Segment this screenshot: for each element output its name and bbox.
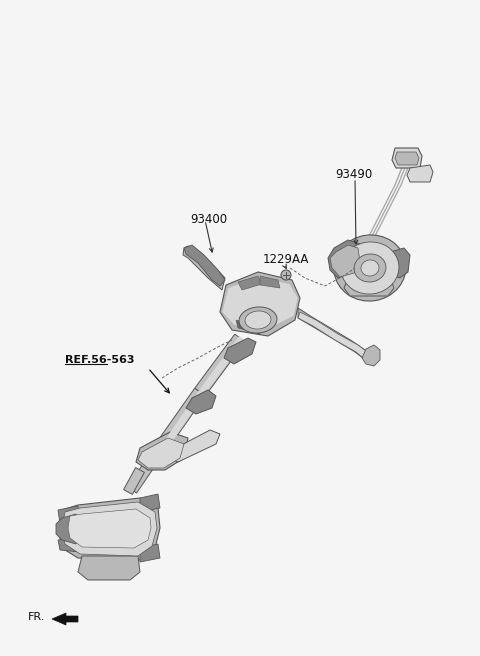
Polygon shape	[183, 246, 225, 290]
Polygon shape	[199, 336, 245, 394]
Polygon shape	[395, 152, 419, 165]
Polygon shape	[298, 308, 372, 362]
Polygon shape	[222, 276, 298, 330]
Polygon shape	[128, 443, 167, 493]
Polygon shape	[58, 506, 80, 524]
Polygon shape	[184, 245, 225, 286]
Circle shape	[281, 270, 291, 280]
Ellipse shape	[239, 307, 277, 333]
Polygon shape	[195, 334, 245, 396]
Polygon shape	[392, 148, 422, 168]
Polygon shape	[328, 240, 362, 278]
Polygon shape	[168, 430, 220, 462]
Polygon shape	[236, 320, 260, 334]
Polygon shape	[238, 276, 262, 290]
Text: FR.: FR.	[28, 612, 46, 622]
Polygon shape	[62, 502, 157, 556]
Polygon shape	[140, 544, 160, 562]
Polygon shape	[52, 613, 78, 625]
Polygon shape	[385, 248, 410, 278]
Ellipse shape	[361, 260, 379, 276]
Polygon shape	[162, 390, 205, 448]
Ellipse shape	[245, 311, 271, 329]
Polygon shape	[136, 432, 188, 470]
Ellipse shape	[334, 235, 406, 301]
Polygon shape	[260, 276, 280, 288]
Polygon shape	[78, 556, 140, 580]
Ellipse shape	[341, 242, 399, 294]
Text: 1229AA: 1229AA	[263, 253, 310, 266]
Polygon shape	[344, 278, 394, 296]
Polygon shape	[220, 272, 300, 336]
Polygon shape	[138, 438, 184, 468]
Polygon shape	[56, 514, 78, 544]
Polygon shape	[140, 494, 160, 512]
Text: REF.56-563: REF.56-563	[65, 355, 134, 365]
Text: 93490: 93490	[335, 168, 372, 181]
Polygon shape	[124, 468, 144, 495]
Text: 93400: 93400	[190, 213, 227, 226]
Polygon shape	[156, 388, 205, 450]
Polygon shape	[58, 538, 80, 552]
Polygon shape	[68, 509, 151, 548]
Polygon shape	[58, 498, 160, 560]
Polygon shape	[298, 312, 370, 362]
Polygon shape	[362, 345, 380, 366]
Polygon shape	[224, 338, 256, 364]
Polygon shape	[407, 165, 433, 182]
Ellipse shape	[354, 254, 386, 282]
Polygon shape	[330, 245, 360, 277]
Polygon shape	[186, 390, 216, 414]
